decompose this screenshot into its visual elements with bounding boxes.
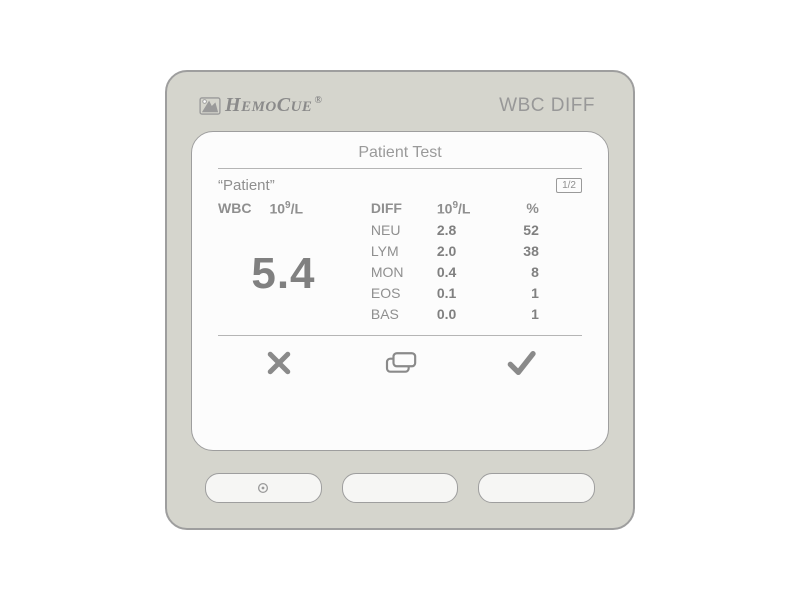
diff-panel: DIFF 109/L % NEU 2.8 52 LYM 2.0 38 — [371, 198, 582, 325]
model-label: WBC DIFF — [499, 95, 595, 117]
diff-pct: 38 — [501, 241, 539, 262]
page-indicator: 1/2 — [556, 178, 582, 193]
right-button[interactable] — [478, 473, 595, 503]
diff-abs: 2.0 — [437, 241, 493, 262]
diff-abs: 0.4 — [437, 262, 493, 283]
patient-label: “Patient” — [218, 177, 275, 194]
diff-header-label: DIFF — [371, 198, 429, 220]
diff-name: MON — [371, 262, 429, 283]
print-icon — [378, 346, 422, 380]
diff-abs: 2.8 — [437, 220, 493, 241]
device-bezel: HEMOCUE® WBC DIFF Patient Test “Patient”… — [165, 70, 635, 530]
diff-pct: 1 — [501, 304, 539, 325]
screen-title: Patient Test — [218, 144, 582, 169]
diff-header-unit: 109/L — [437, 198, 493, 220]
registered-mark: ® — [314, 95, 322, 106]
softkey-row — [218, 336, 582, 380]
diff-name: EOS — [371, 283, 429, 304]
brand-emo: EMO — [241, 99, 277, 115]
brand-text: HEMOCUE® — [225, 94, 322, 117]
cancel-icon — [257, 346, 301, 380]
diff-row: EOS 0.1 1 — [371, 283, 582, 304]
wbc-value: 5.4 — [218, 217, 371, 299]
diff-name: NEU — [371, 220, 429, 241]
diff-pct: 1 — [501, 283, 539, 304]
power-button[interactable] — [205, 473, 322, 503]
middle-button[interactable] — [342, 473, 459, 503]
brand-mark-icon — [199, 97, 221, 115]
diff-name: BAS — [371, 304, 429, 325]
wbc-unit: 109/L — [269, 200, 303, 217]
brand-logo: HEMOCUE® — [199, 94, 322, 117]
brand-c: C — [277, 94, 291, 116]
hardware-buttons — [191, 451, 609, 503]
brand-ue: UE — [291, 99, 313, 115]
confirm-icon — [499, 346, 543, 380]
diff-row: BAS 0.0 1 — [371, 304, 582, 325]
wbc-label: WBC — [218, 200, 251, 217]
brand-h: H — [225, 94, 241, 116]
diff-row: LYM 2.0 38 — [371, 241, 582, 262]
diff-pct: 52 — [501, 220, 539, 241]
diff-pct: 8 — [501, 262, 539, 283]
lcd-screen: Patient Test “Patient” 1/2 WBC 109/L 5.4… — [191, 131, 609, 451]
diff-row: NEU 2.8 52 — [371, 220, 582, 241]
wbc-panel: WBC 109/L 5.4 — [218, 198, 371, 325]
device-header: HEMOCUE® WBC DIFF — [191, 90, 609, 131]
diff-header-pct: % — [501, 198, 539, 220]
diff-name: LYM — [371, 241, 429, 262]
diff-abs: 0.1 — [437, 283, 493, 304]
diff-abs: 0.0 — [437, 304, 493, 325]
diff-row: MON 0.4 8 — [371, 262, 582, 283]
